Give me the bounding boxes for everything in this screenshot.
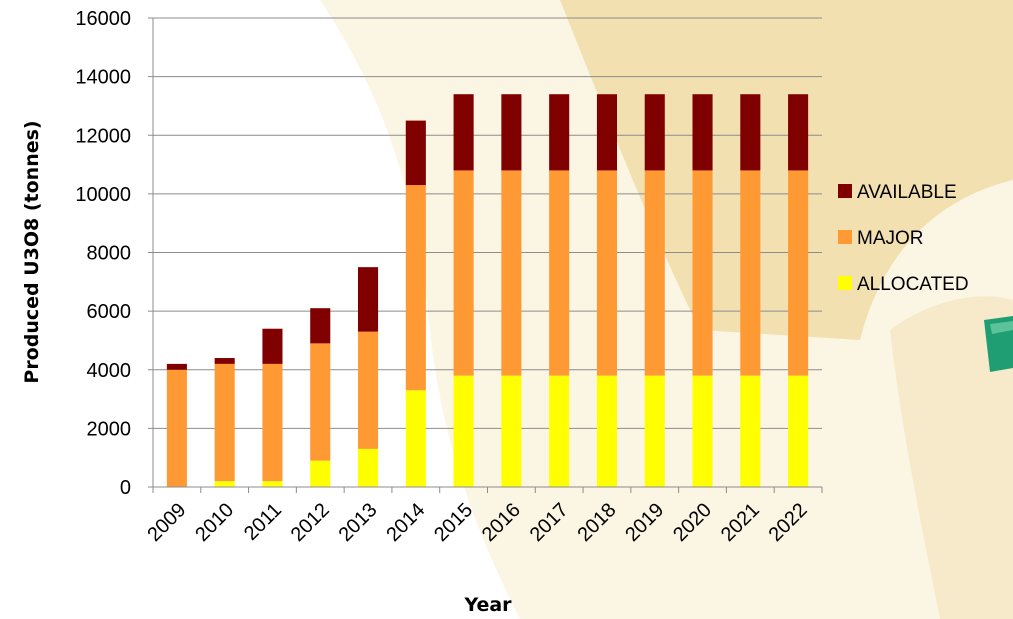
bar-segment-allocated-2020	[692, 375, 713, 487]
y-tick-labels: 0 2000 4000 6000 8000 10000 12000 14000 16000	[75, 8, 131, 499]
y-tick-label: 16000	[75, 8, 131, 30]
bar-segment-allocated-2018	[596, 375, 617, 487]
bar-segment-available-2016	[501, 94, 522, 171]
bar-segment-major-2013	[358, 331, 379, 449]
legend-swatch-allocated	[838, 276, 852, 290]
bar-segment-available-2014	[405, 120, 426, 186]
bar-segment-major-2009	[166, 369, 187, 487]
legend-swatch-available	[838, 184, 852, 198]
y-tick-label: 0	[120, 477, 131, 499]
bar-segment-major-2015	[453, 170, 474, 376]
legend-label-available: AVAILABLE	[857, 182, 957, 203]
bar-segment-available-2017	[549, 94, 570, 171]
x-tick-label: 2011	[240, 499, 286, 545]
y-axis-title: Produced U3O8 (tonnes)	[21, 120, 43, 383]
bar-segment-allocated-2011	[262, 481, 283, 487]
bar-segment-available-2020	[692, 94, 713, 171]
bar-segment-major-2012	[310, 343, 331, 461]
bar-segment-major-2019	[644, 170, 665, 376]
y-tick-label: 14000	[75, 67, 131, 89]
bar-segment-allocated-2012	[310, 460, 331, 487]
bar-segment-major-2021	[740, 170, 761, 376]
y-tick-label: 6000	[87, 301, 132, 323]
x-tick-label: 2015	[430, 499, 477, 546]
bar-segment-available-2013	[358, 267, 379, 332]
x-tick-label: 2022	[765, 499, 812, 546]
legend-label-major: MAJOR	[857, 228, 924, 249]
y-tick-label: 10000	[75, 184, 131, 206]
legend-swatch-major	[838, 230, 852, 244]
bar-segment-allocated-2022	[788, 375, 809, 487]
x-tick-label: 2020	[669, 499, 716, 546]
axes	[148, 17, 823, 493]
y-tick-label: 4000	[87, 360, 132, 382]
y-tick-label: 12000	[75, 125, 131, 147]
x-tick-label: 2009	[143, 499, 190, 546]
bar-segment-major-2014	[405, 185, 426, 391]
x-tick-label: 2016	[478, 499, 525, 546]
bar-segment-available-2010	[214, 358, 235, 364]
bar-segment-major-2011	[262, 363, 283, 482]
bars	[166, 94, 809, 487]
x-tick-label: 2017	[526, 499, 573, 546]
x-tick-labels: 2009 2010 2011 2012 2013 2014 2015 2016 2017 2018…	[143, 499, 811, 546]
bar-segment-available-2009	[166, 363, 187, 370]
bar-segment-allocated-2016	[501, 375, 522, 487]
x-tick-label: 2012	[287, 499, 334, 546]
x-tick-label: 2013	[335, 499, 382, 546]
bar-segment-major-2020	[692, 170, 713, 376]
legend: AVAILABLE MAJOR ALLOCATED	[838, 182, 969, 295]
x-tick-label: 2010	[191, 499, 238, 546]
bar-segment-major-2010	[214, 363, 235, 482]
y-tick-label: 2000	[87, 418, 132, 440]
bar-segment-major-2017	[549, 170, 570, 376]
bar-segment-available-2011	[262, 328, 283, 364]
x-tick-label: 2019	[621, 499, 668, 546]
bar-segment-major-2016	[501, 170, 522, 376]
bar-segment-available-2018	[596, 94, 617, 171]
bar-segment-allocated-2017	[549, 375, 570, 487]
bar-segment-available-2022	[788, 94, 809, 171]
bar-segment-available-2019	[644, 94, 665, 171]
x-axis-title: Year	[463, 594, 512, 616]
x-tick-label: 2021	[717, 499, 764, 546]
legend-label-allocated: ALLOCATED	[857, 274, 969, 295]
x-tick-label: 2018	[573, 499, 620, 546]
bar-segment-allocated-2014	[405, 390, 426, 487]
bar-segment-allocated-2010	[214, 481, 235, 487]
bar-segment-allocated-2019	[644, 375, 665, 487]
x-tick-label: 2014	[382, 499, 429, 546]
bar-segment-major-2022	[788, 170, 809, 376]
bar-segment-available-2015	[453, 94, 474, 171]
bar-segment-available-2021	[740, 94, 761, 171]
y-tick-label: 8000	[87, 243, 132, 265]
bar-segment-available-2012	[310, 308, 331, 344]
bar-segment-major-2018	[596, 170, 617, 376]
bar-segment-allocated-2015	[453, 375, 474, 487]
bar-segment-allocated-2021	[740, 375, 761, 487]
gridlines	[153, 17, 822, 488]
bar-segment-allocated-2013	[358, 448, 379, 487]
